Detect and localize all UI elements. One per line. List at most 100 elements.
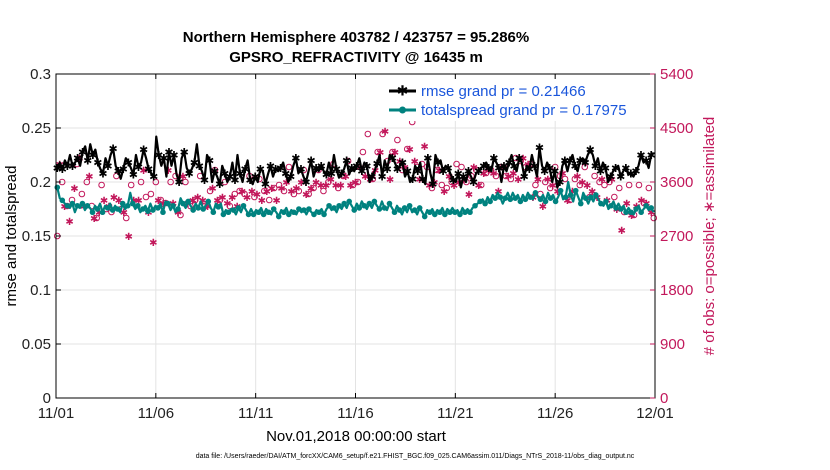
- rmse-point: ✱: [53, 163, 62, 175]
- rmse-point: ✱: [459, 172, 468, 184]
- rmse-point: ✱: [337, 168, 346, 180]
- rmse-point: ✱: [525, 164, 534, 176]
- rmse-point: ✱: [317, 161, 326, 173]
- spread-point: [155, 205, 161, 211]
- rmse-point: ✱: [174, 177, 183, 189]
- ticks: 11/01 11/06 11/11 11/16 11/21 11/26 12/0100.05…: [22, 66, 694, 422]
- legend-box: [386, 79, 652, 121]
- obs-assimilated-point: ✱: [75, 154, 83, 165]
- obs-possible-point: [310, 184, 317, 192]
- obs-possible-point: [349, 181, 357, 189]
- obs-possible-point: [167, 178, 174, 186]
- spread-point: [109, 207, 116, 213]
- spread-point: [628, 209, 634, 216]
- obs-assimilated-point: ✱: [164, 166, 172, 177]
- rmse-point: ✱: [301, 177, 310, 189]
- obs-possible-point: [290, 190, 298, 198]
- obs-possible-point: [625, 181, 633, 189]
- y-tick-label: 0: [43, 390, 51, 407]
- spread-point: [74, 202, 81, 209]
- obs-possible-point: [596, 178, 603, 186]
- obs-assimilated-point: ✱: [563, 196, 571, 207]
- chart-title: Northern Hemisphere 403782 / 423757 = 95…: [183, 29, 529, 46]
- spread-point: [366, 200, 373, 207]
- obs-assimilated-point: ✱: [120, 208, 128, 219]
- obs-assimilated-point: ✱: [465, 190, 473, 201]
- obs-possible-point: [546, 184, 554, 192]
- spread-point: [205, 198, 212, 205]
- obs-possible-point: [571, 175, 579, 183]
- obs-assimilated-point: ✱: [406, 145, 414, 156]
- obs-possible-point: [438, 181, 446, 189]
- rmse-point: ✱: [210, 166, 219, 178]
- obs-assimilated-point: ✱: [248, 187, 256, 198]
- rmse-point: ✱: [576, 155, 585, 167]
- legend-rmse-label: rmse grand pr = 0.21466: [421, 83, 586, 100]
- obs-possible-point: [542, 178, 549, 186]
- obs-assimilated-point: ✱: [263, 187, 271, 198]
- rmse-point: ✱: [322, 169, 331, 181]
- rmse-point: ✱: [383, 164, 392, 176]
- spread-point: [381, 205, 388, 211]
- obs-assimilated-point: ✱: [90, 214, 98, 225]
- spread-point: [386, 200, 393, 207]
- obs-assimilated-point: ✱: [317, 181, 325, 192]
- obs-assimilated-point: ✱: [376, 148, 384, 159]
- obs-assimilated-point: ✱: [154, 196, 162, 207]
- obs-possible-point: [359, 148, 367, 156]
- obs-possible-point: [275, 181, 283, 189]
- obs-assimilated-point: ✱: [346, 181, 354, 192]
- obs-possible-point: [83, 178, 91, 186]
- spread-point: [59, 197, 66, 204]
- rmse-point: ✱: [479, 161, 488, 173]
- obs-assimilated-point: ✱: [484, 166, 492, 177]
- rmse-point: ✱: [114, 166, 123, 178]
- spread-point: [608, 202, 614, 209]
- obs-assimilated-point: ✱: [282, 178, 290, 189]
- spread-point: [296, 206, 302, 212]
- obs-assimilated-point: ✱: [194, 193, 202, 204]
- rmse-point: ✱: [545, 163, 554, 175]
- obs-possible-point: [379, 130, 386, 138]
- spread-point: [447, 209, 453, 216]
- spread-point: [291, 209, 297, 216]
- spread-point: [577, 200, 584, 207]
- spread-point: [89, 209, 96, 216]
- obs-possible-point: [231, 190, 239, 198]
- spread-point: [507, 196, 514, 203]
- spread-point: [603, 198, 609, 205]
- rmse-point: ✱: [342, 155, 351, 167]
- spread-point: [391, 209, 398, 216]
- rmse-point: ✱: [499, 161, 508, 173]
- rmse-point: ✱: [454, 168, 463, 180]
- rmse-point: ✱: [134, 162, 143, 174]
- obs-assimilated-point: ✱: [351, 178, 359, 189]
- obs-possible-point: [453, 160, 460, 168]
- obs-assimilated-point: ✱: [85, 172, 93, 183]
- spread-point: [104, 205, 111, 211]
- rmse-point: ✱: [98, 168, 107, 180]
- obs-assimilated-point: ✱: [253, 190, 261, 201]
- spread-point: [547, 195, 554, 201]
- obs-assimilated-point: ✱: [558, 169, 566, 180]
- spread-point: [492, 195, 498, 201]
- rmse-point: ✱: [306, 155, 315, 167]
- rmse-point: ✱: [642, 155, 651, 167]
- obs-assimilated-point: ✱: [420, 142, 428, 153]
- rmse-point: ✱: [240, 164, 249, 176]
- obs-assimilated-point: ✱: [139, 166, 147, 177]
- obs-possible-point: [443, 184, 451, 192]
- spread-point: [165, 200, 171, 207]
- obs-possible-point: [551, 163, 559, 171]
- spread-point: [351, 207, 358, 213]
- spread-point: [502, 195, 509, 201]
- spread-point: [633, 206, 639, 212]
- obs-assimilated-point: ✱: [110, 193, 118, 204]
- obs-possible-point: [334, 184, 342, 192]
- spread-point: [311, 211, 317, 218]
- spread-point: [225, 209, 232, 216]
- spread-point: [472, 202, 478, 209]
- obs-possible-point: [394, 136, 401, 144]
- x-tick-label: 11/01: [38, 405, 74, 422]
